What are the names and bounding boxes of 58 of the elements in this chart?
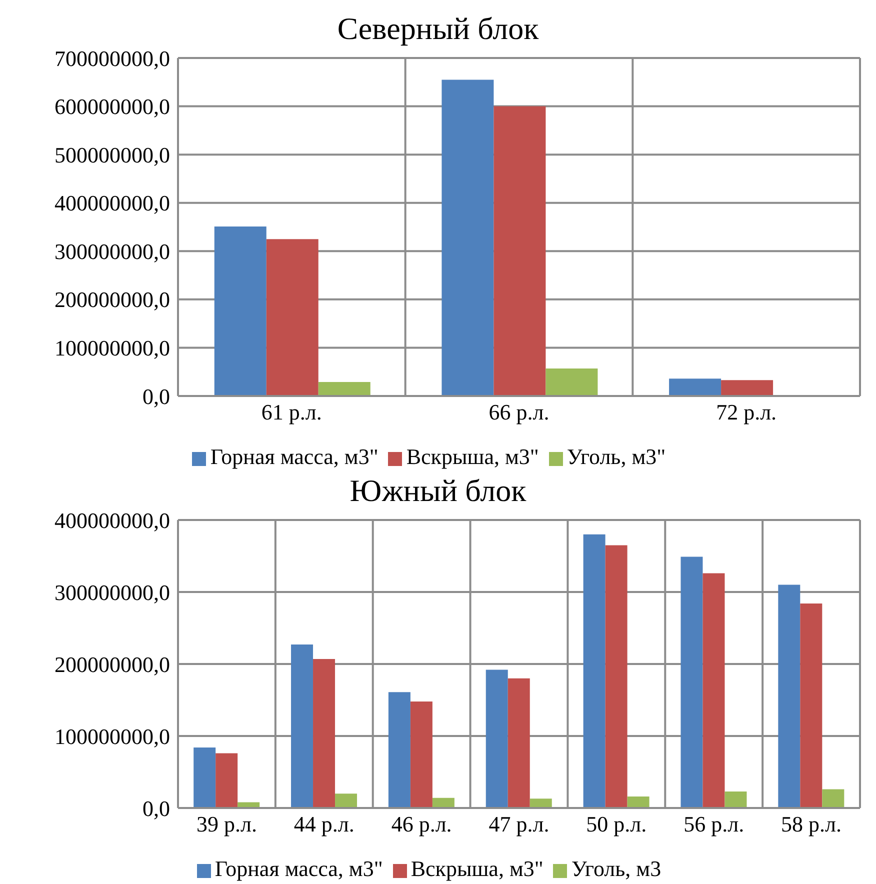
bar bbox=[546, 368, 598, 396]
y-tick-label: 400000000,0 bbox=[54, 508, 170, 533]
y-tick-label: 0,0 bbox=[142, 384, 170, 409]
x-tick-label: 47 р.л. bbox=[488, 812, 550, 837]
bar bbox=[335, 794, 358, 808]
x-tick-label: 66 р.л. bbox=[488, 400, 550, 425]
legend-label: Горная масса, м3" bbox=[210, 444, 378, 469]
bar bbox=[724, 791, 747, 808]
bar bbox=[508, 678, 530, 808]
bar bbox=[822, 789, 844, 808]
bar bbox=[721, 380, 774, 396]
bar bbox=[605, 545, 628, 808]
bar bbox=[669, 378, 722, 396]
bar bbox=[266, 239, 318, 396]
bar bbox=[214, 226, 266, 396]
legend-label: Горная масса, м3" bbox=[214, 856, 383, 881]
bar bbox=[442, 80, 494, 396]
x-tick-label: 72 р.л. bbox=[716, 400, 777, 425]
x-tick-label: 50 р.л. bbox=[586, 812, 647, 837]
bar bbox=[313, 658, 336, 808]
bar bbox=[680, 556, 703, 808]
y-tick-label: 300000000,0 bbox=[54, 238, 170, 264]
chart-title: Северный блок bbox=[337, 11, 539, 46]
bar bbox=[583, 534, 606, 808]
legend-label: Вскрыша, м3" bbox=[406, 444, 539, 469]
y-tick-label: 700000000,0 bbox=[54, 46, 170, 71]
x-tick-label: 39 р.л. bbox=[196, 812, 257, 837]
y-tick-label: 200000000,0 bbox=[54, 287, 170, 312]
y-tick-label: 600000000,0 bbox=[54, 94, 170, 120]
bar bbox=[216, 753, 238, 808]
bar bbox=[194, 748, 216, 808]
bar bbox=[800, 604, 822, 808]
bar bbox=[627, 796, 650, 808]
bar bbox=[486, 670, 508, 808]
legend-label: Уголь, м3" bbox=[566, 444, 666, 469]
y-tick-label: 100000000,0 bbox=[54, 724, 170, 749]
bar bbox=[388, 692, 410, 808]
bar bbox=[702, 573, 725, 808]
y-tick-label: 200000000,0 bbox=[54, 652, 170, 677]
y-tick-label: 100000000,0 bbox=[54, 336, 170, 361]
bar bbox=[778, 584, 800, 808]
legend-label: Вскрыша, м3" bbox=[410, 856, 544, 881]
y-tick-label: 400000000,0 bbox=[54, 190, 170, 216]
bar bbox=[410, 701, 432, 808]
x-tick-label: 58 р.л. bbox=[781, 812, 842, 837]
y-tick-label: 300000000,0 bbox=[54, 580, 170, 605]
bar bbox=[318, 382, 370, 396]
bar bbox=[291, 644, 314, 808]
legend-label: Уголь, м3 bbox=[571, 856, 662, 881]
x-tick-label: 56 р.л. bbox=[684, 812, 744, 837]
y-tick-label: 500000000,0 bbox=[54, 142, 170, 168]
x-tick-label: 46 р.л. bbox=[391, 812, 452, 837]
chart-title: Южный блок bbox=[350, 473, 526, 508]
x-tick-label: 44 р.л. bbox=[294, 812, 354, 837]
y-tick-label: 0,0 bbox=[142, 796, 170, 821]
bar bbox=[494, 106, 546, 396]
x-tick-label: 61 р.л. bbox=[261, 400, 322, 425]
bar bbox=[530, 798, 552, 808]
